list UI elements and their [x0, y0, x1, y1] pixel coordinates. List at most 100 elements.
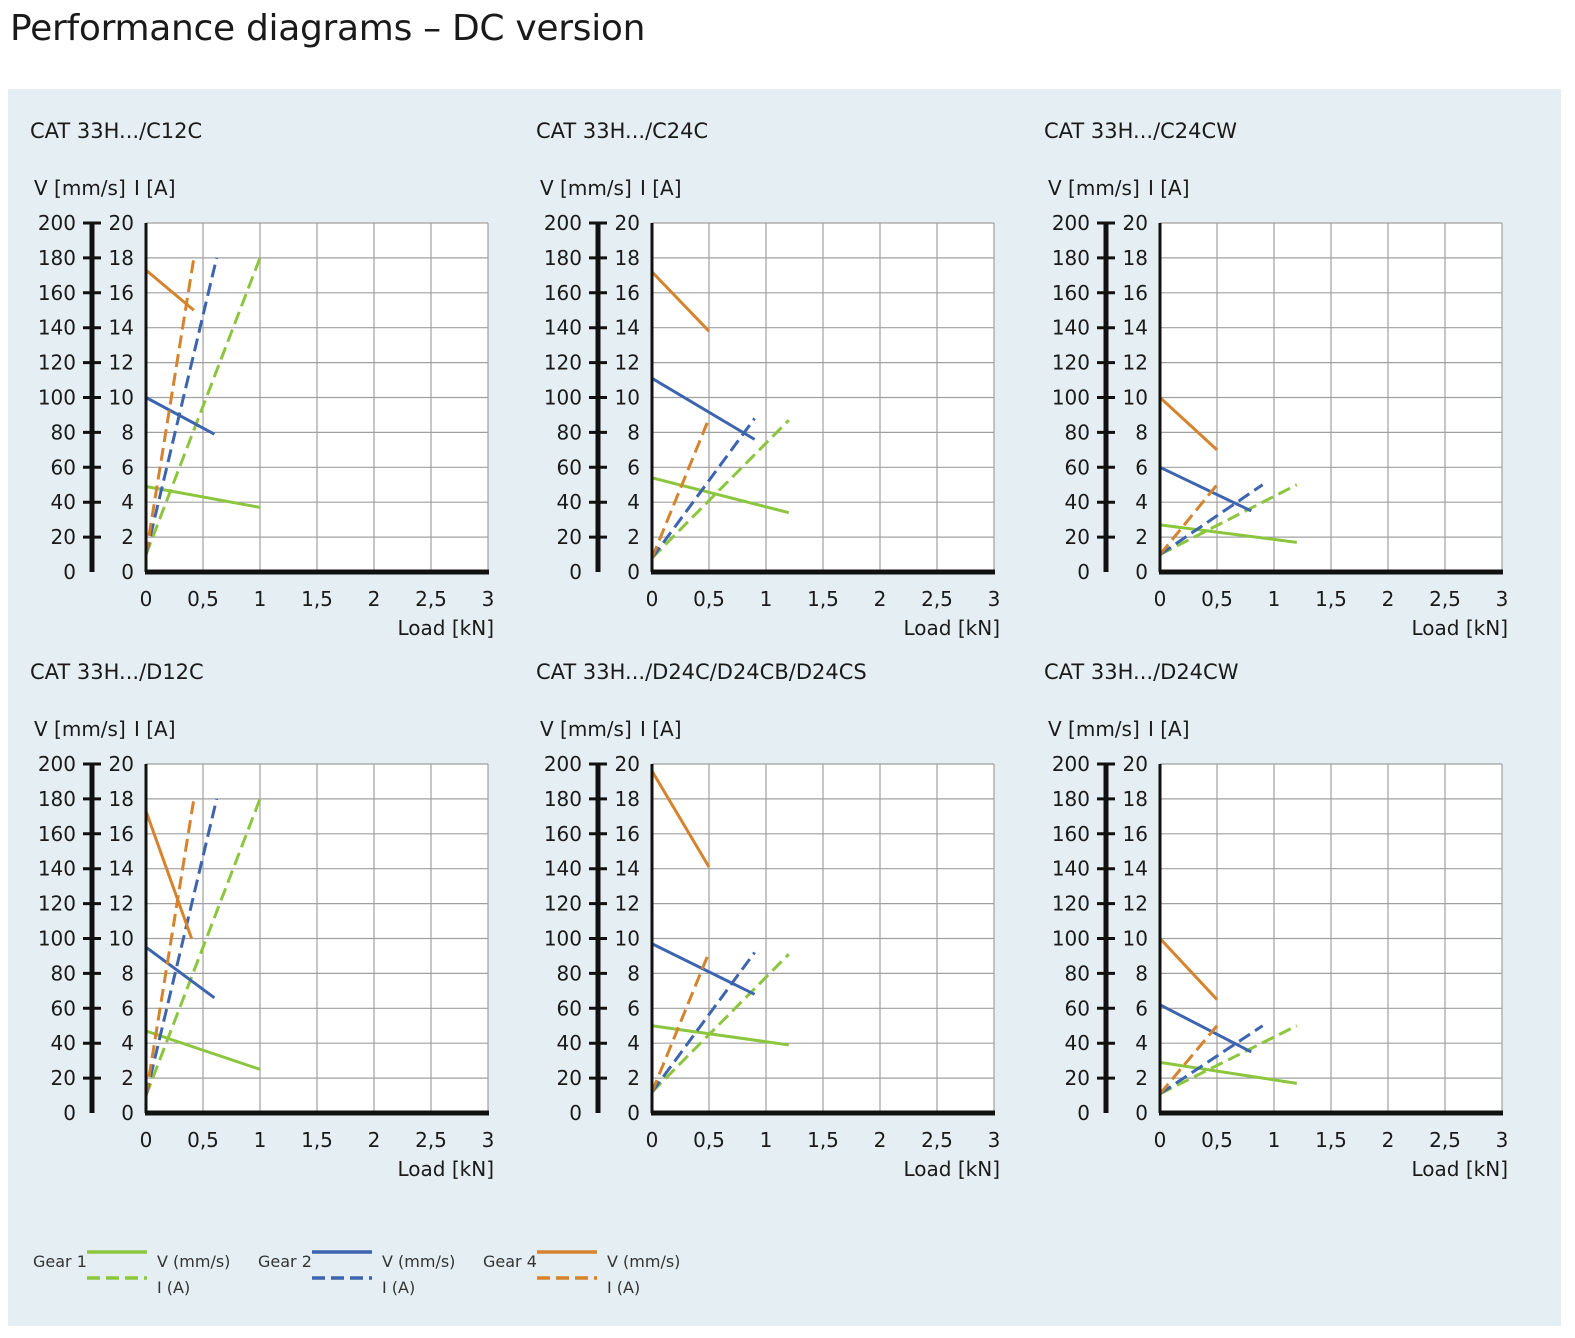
diagram-panel: CAT 33H.../C12C 0 0 20 2 40 4 60 6 80 8 100 10 120 12…	[8, 89, 1561, 1326]
x-tick-label: 0	[646, 587, 659, 611]
y-tick-label-i: 10	[1123, 386, 1148, 410]
series-gear-1-i-line	[144, 257, 262, 556]
x-tick-label: 0	[1154, 587, 1167, 611]
x-tick-label: 3	[482, 587, 495, 611]
series-gear-4-i-line	[144, 257, 196, 555]
y-tick-label-i: 14	[1123, 857, 1148, 881]
x-axis-label: Load [kN]	[398, 1157, 494, 1181]
y-tick-label-v: 120	[1052, 351, 1090, 375]
series-gear-1-v-line	[1159, 1060, 1298, 1085]
y-tick-label-i: 18	[615, 246, 640, 270]
y-axis-label-i: I [A]	[134, 176, 176, 200]
y-tick-label-v: 100	[544, 386, 582, 410]
y-tick-label-v: 120	[38, 892, 76, 916]
y-tick-label-i: 4	[1135, 490, 1148, 514]
y-tick-label-v: 200	[1052, 752, 1090, 776]
y-tick-label-i: 10	[615, 927, 640, 951]
y-tick-label-i: 20	[109, 211, 134, 235]
x-tick-label: 0	[140, 587, 153, 611]
x-tick-label: 3	[988, 587, 1001, 611]
y-tick-label-v: 180	[544, 246, 582, 270]
y-tick-label-i: 10	[109, 386, 134, 410]
x-tick-label: 3	[482, 1128, 495, 1152]
x-tick-label: 0,5	[1201, 587, 1233, 611]
y-axis-label-v: V [mm/s]	[34, 176, 126, 200]
y-tick-label-v: 120	[38, 351, 76, 375]
y-tick-label-v: 160	[38, 822, 76, 846]
y-axis-label-v: V [mm/s]	[540, 717, 632, 741]
x-tick-label: 2	[368, 587, 381, 611]
y-tick-label-v: 200	[38, 752, 76, 776]
x-axis-label: Load [kN]	[1412, 616, 1508, 640]
y-tick-label-v: 160	[1052, 822, 1090, 846]
y-tick-label-v: 80	[557, 420, 582, 444]
legend-gear-label: Gear 1	[33, 1252, 87, 1271]
x-tick-label: 2,5	[1429, 587, 1461, 611]
x-tick-label: 0,5	[187, 587, 219, 611]
series-gear-2-v-line	[651, 377, 756, 441]
y-tick-label-v: 60	[557, 996, 582, 1020]
y-tick-label-i: 10	[615, 386, 640, 410]
y-axis-label-i: I [A]	[134, 717, 176, 741]
x-tick-label: 3	[1496, 1128, 1509, 1152]
x-tick-label: 1,5	[301, 587, 333, 611]
x-tick-label: 2	[874, 1128, 887, 1152]
x-tick-label: 1	[1268, 587, 1281, 611]
y-tick-label-i: 6	[1135, 996, 1148, 1020]
y-tick-label-v: 60	[1065, 996, 1090, 1020]
y-axis-label-v: V [mm/s]	[540, 176, 632, 200]
y-axis-label-i: I [A]	[1148, 717, 1190, 741]
y-tick-label-v: 180	[544, 787, 582, 811]
x-tick-label: 0,5	[693, 587, 725, 611]
chart-title: CAT 33H.../C12C	[30, 119, 203, 143]
y-axis-label-i: I [A]	[640, 176, 682, 200]
y-tick-label-i: 20	[615, 211, 640, 235]
y-axis-label-i: I [A]	[1148, 176, 1190, 200]
y-tick-label-v: 60	[557, 455, 582, 479]
y-axis-label-v: V [mm/s]	[1048, 717, 1140, 741]
y-tick-label-i: 12	[615, 892, 640, 916]
y-tick-label-i: 6	[121, 996, 134, 1020]
y-tick-label-i: 4	[1135, 1031, 1148, 1055]
series-gear-4-v-line	[1158, 396, 1219, 451]
x-tick-label: 1,5	[1315, 587, 1347, 611]
series-gear-1-i-line	[1159, 1024, 1298, 1096]
y-tick-label-v: 140	[544, 857, 582, 881]
series-gear-2-i-line	[1159, 483, 1264, 556]
y-tick-label-v: 60	[1065, 455, 1090, 479]
y-tick-label-v: 160	[1052, 281, 1090, 305]
y-tick-label-v: 20	[557, 525, 582, 549]
y-tick-label-v: 140	[38, 316, 76, 340]
y-tick-label-i: 12	[615, 351, 640, 375]
y-tick-label-v: 200	[1052, 211, 1090, 235]
y-tick-label-v: 180	[38, 246, 76, 270]
series-gear-4-i-line	[650, 951, 711, 1093]
legend-gear-label: Gear 2	[258, 1252, 312, 1271]
x-tick-label: 2	[1382, 587, 1395, 611]
legend-i-label: I (A)	[607, 1278, 641, 1297]
y-tick-label-v: 40	[51, 490, 76, 514]
y-tick-label-v: 0	[1077, 1101, 1090, 1125]
legend-v-label: V (mm/s)	[382, 1252, 456, 1271]
y-tick-label-i: 10	[109, 927, 134, 951]
series-gear-1-v-line	[651, 1024, 790, 1047]
y-tick-label-i: 2	[627, 1066, 640, 1090]
y-tick-label-i: 0	[627, 1101, 640, 1125]
chart-1: CAT 33H.../C12C 0 0 20 2 40 4 60 6 80 8 100 10 120 12…	[8, 89, 508, 640]
series-gear-2-i-line	[650, 417, 756, 559]
y-tick-label-i: 12	[1123, 351, 1148, 375]
legend-gear-4-swatches	[537, 1250, 597, 1280]
x-tick-label: 2	[874, 587, 887, 611]
x-tick-label: 1	[254, 587, 267, 611]
y-tick-label-v: 40	[51, 1031, 76, 1055]
page-title: Performance diagrams – DC version	[10, 8, 646, 49]
y-tick-label-v: 20	[51, 1066, 76, 1090]
y-tick-label-i: 0	[121, 1101, 134, 1125]
y-tick-label-i: 4	[627, 490, 640, 514]
x-tick-label: 1	[1268, 1128, 1281, 1152]
y-tick-label-i: 2	[1135, 525, 1148, 549]
